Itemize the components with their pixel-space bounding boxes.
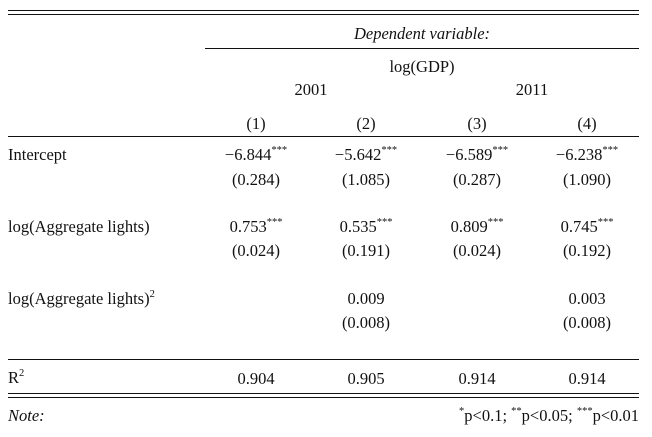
se-log-lights-3: (0.024) bbox=[452, 241, 502, 260]
se-log-lights-4: (0.192) bbox=[562, 241, 612, 260]
se-log-lights-squared-2: (0.008) bbox=[341, 313, 391, 332]
se-log-lights-squared-4: (0.008) bbox=[562, 313, 612, 332]
row-label-r-squared: R2 bbox=[8, 367, 25, 387]
coef-log-lights-squared-2: 0.009 bbox=[347, 289, 385, 308]
year-2001-heading: 2001 bbox=[294, 80, 328, 99]
coef-log-lights-squared-4: 0.003 bbox=[568, 289, 606, 308]
dependent-variable-name: log(GDP) bbox=[389, 57, 455, 76]
coef-intercept-2: −5.642*** bbox=[334, 144, 398, 164]
note-label: Note: bbox=[8, 406, 45, 425]
se-intercept-2: (1.085) bbox=[341, 170, 391, 189]
bottom-rule bbox=[8, 393, 639, 394]
se-intercept-1: (0.284) bbox=[231, 170, 281, 189]
se-log-lights-1: (0.024) bbox=[231, 241, 281, 260]
row-label-log-lights-squared: log(Aggregate lights)2 bbox=[8, 288, 155, 308]
coef-intercept-4: −6.238*** bbox=[555, 144, 619, 164]
stats-rule bbox=[8, 359, 639, 360]
coef-log-lights-3: 0.809*** bbox=[450, 216, 504, 236]
column-header-3: (3) bbox=[467, 114, 487, 133]
coef-log-lights-4: 0.745*** bbox=[560, 216, 614, 236]
column-header-1: (1) bbox=[246, 114, 266, 133]
year-2011-heading: 2011 bbox=[515, 80, 549, 99]
coef-log-lights-1: 0.753*** bbox=[229, 216, 283, 236]
se-intercept-4: (1.090) bbox=[562, 170, 612, 189]
se-log-lights-2: (0.191) bbox=[341, 241, 391, 260]
column-header-2: (2) bbox=[356, 114, 376, 133]
coef-intercept-3: −6.589*** bbox=[445, 144, 509, 164]
r-squared-3: 0.914 bbox=[458, 369, 496, 388]
coef-intercept-1: −6.844*** bbox=[224, 144, 288, 164]
header-rule bbox=[8, 136, 639, 137]
row-label-intercept: Intercept bbox=[8, 145, 67, 164]
r-squared-4: 0.914 bbox=[568, 369, 606, 388]
significance-note: *p<0.1; **p<0.05; ***p<0.01 bbox=[459, 405, 639, 425]
dependent-variable-rule bbox=[205, 48, 639, 49]
r-squared-2: 0.905 bbox=[347, 369, 385, 388]
row-label-log-lights: log(Aggregate lights) bbox=[8, 217, 150, 236]
se-intercept-3: (0.287) bbox=[452, 170, 502, 189]
column-header-4: (4) bbox=[577, 114, 597, 133]
top-rule-second bbox=[8, 14, 639, 15]
bottom-rule-second bbox=[8, 397, 639, 398]
coef-log-lights-2: 0.535*** bbox=[339, 216, 393, 236]
dependent-variable-heading: Dependent variable: bbox=[353, 24, 491, 43]
r-squared-1: 0.904 bbox=[237, 369, 275, 388]
top-rule bbox=[8, 10, 639, 11]
